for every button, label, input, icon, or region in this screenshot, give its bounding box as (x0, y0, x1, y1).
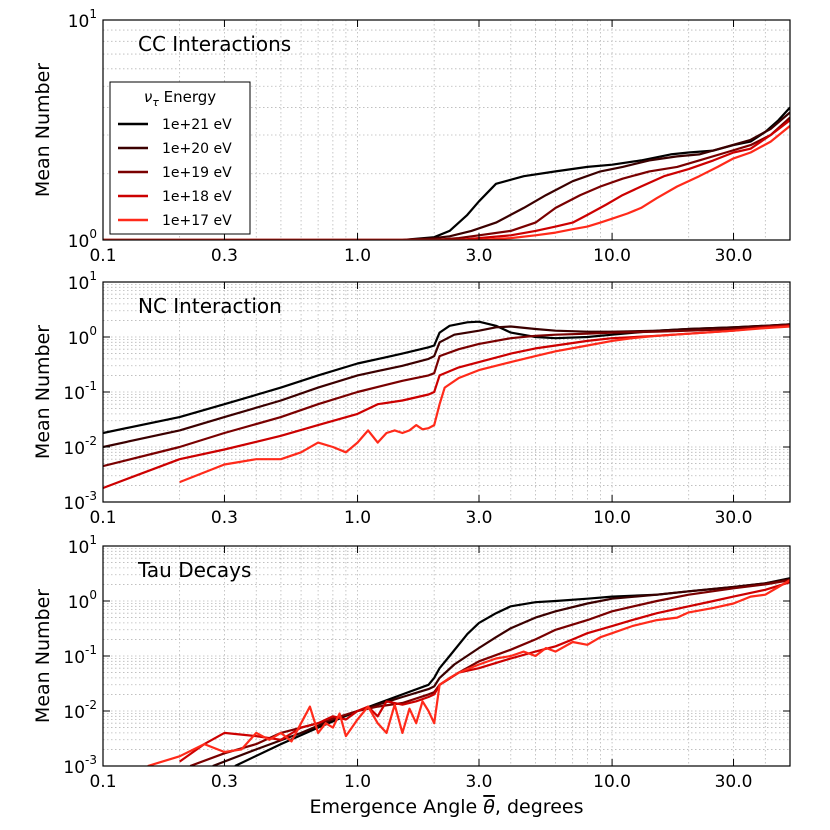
x-tick-label: 0.3 (211, 508, 238, 528)
y-tick-label: 101 (68, 269, 97, 294)
x-tick-label: 10.0 (593, 772, 631, 792)
legend-box (109, 81, 251, 235)
y-tick-label: 10-1 (63, 643, 97, 668)
series-line-2 (103, 111, 790, 240)
x-tick-label: 0.3 (211, 246, 238, 266)
x-tick-label: 0.1 (89, 246, 116, 266)
legend-item-label: 1e+21 eV (162, 117, 232, 133)
series-line-4 (178, 581, 790, 763)
x-axis-label: Emergence Angle θ, degrees (310, 796, 584, 818)
series-line-4 (103, 324, 790, 490)
panel-1: 0.1 0.3 1.0 3.0 10.0 30.0 100 101 Mean Number CC … (32, 7, 791, 266)
legend-title: ντ Energy (144, 88, 216, 109)
series-line-3 (103, 116, 790, 240)
legend-item-label: 1e+20 eV (162, 141, 232, 157)
y-tick-label: 101 (68, 533, 97, 558)
y-tick-label: 100 (68, 324, 97, 349)
legend-item-label: 1e+17 eV (162, 213, 232, 229)
series-line-5 (147, 579, 790, 766)
x-tick-label: 30.0 (715, 508, 753, 528)
legend-item-label: 1e+19 eV (162, 165, 232, 181)
series-line-5 (103, 125, 790, 240)
x-tick-label: 30.0 (715, 772, 753, 792)
x-tick-label: 0.1 (89, 508, 116, 528)
series-line-4 (103, 119, 790, 240)
y-tick-label: 10-3 (63, 753, 97, 778)
x-tick-label: 3.0 (465, 508, 492, 528)
y-tick-label: 10-3 (63, 489, 97, 514)
x-tick-label: 3.0 (465, 772, 492, 792)
y-axis-label: Mean Number (32, 325, 54, 459)
x-tick-label: 10.0 (593, 508, 631, 528)
y-tick-label: 10-1 (63, 379, 97, 404)
x-tick-label: 1.0 (344, 508, 371, 528)
y-tick-label: 100 (68, 227, 97, 252)
panel-title: NC Interaction (138, 294, 282, 318)
y-axis-label: Mean Number (32, 589, 54, 723)
x-tick-label: 0.3 (211, 772, 238, 792)
series-line-2 (103, 323, 790, 449)
series-line-5 (179, 325, 790, 484)
y-tick-label: 10-2 (63, 698, 97, 723)
panel-title: CC Interactions (138, 32, 291, 56)
panel-title: Tau Decays (137, 558, 251, 582)
x-tick-label: 10.0 (593, 246, 631, 266)
x-tick-label: 0.1 (89, 772, 116, 792)
series-line-3 (103, 323, 790, 468)
x-tick-label: 1.0 (344, 772, 371, 792)
y-tick-label: 101 (68, 7, 97, 32)
y-tick-label: 100 (68, 588, 97, 613)
series-line-3 (189, 579, 790, 766)
y-tick-label: 10-2 (63, 434, 97, 459)
panel-2: 0.1 0.3 1.0 3.0 10.0 30.0 10-3 10-2 10-1 100 101 Me… (32, 269, 791, 528)
x-tick-label: 30.0 (715, 246, 753, 266)
y-axis-label: Mean Number (32, 63, 54, 197)
x-tick-label: 1.0 (344, 246, 371, 266)
x-tick-label: 3.0 (465, 246, 492, 266)
plot-frame (102, 19, 791, 241)
legend: ντ Energy 1e+21 eV 1e+20 eV 1e+19 eV 1e+18 e… (109, 81, 251, 235)
series-line-1 (103, 106, 790, 240)
panel-3: 0.1 0.3 1.0 3.0 10.0 30.0 10-3 10-2 10-1 100 101 Me… (32, 533, 791, 818)
legend-item-label: 1e+18 eV (162, 189, 232, 205)
